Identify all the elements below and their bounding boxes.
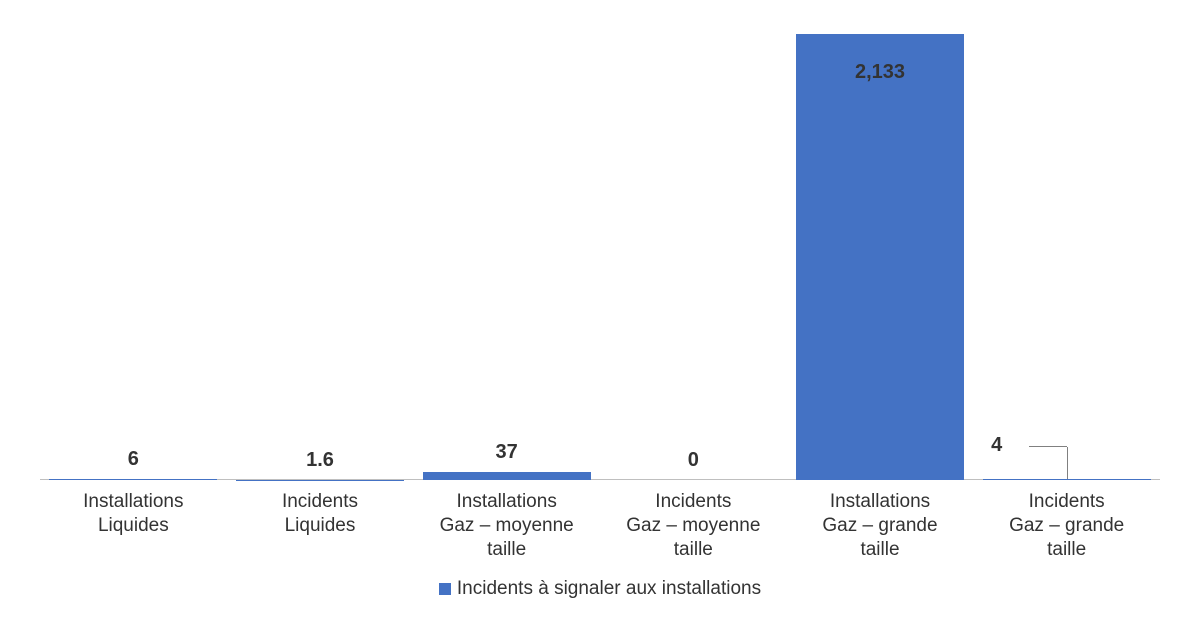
category-label: IncidentsLiquides xyxy=(227,490,414,538)
category-label: IncidentsGaz – moyennetaille xyxy=(600,490,787,561)
value-label: 1.6 xyxy=(227,449,414,472)
bar xyxy=(49,479,217,480)
category-label: IncidentsGaz – grandetaille xyxy=(973,490,1160,561)
value-label: 6 xyxy=(40,448,227,471)
value-label: 0 xyxy=(600,449,787,472)
x-axis-labels: InstallationsLiquidesIncidentsLiquidesIn… xyxy=(40,490,1160,570)
category-label: InstallationsGaz – moyennetaille xyxy=(413,490,600,561)
value-label: 4 xyxy=(967,434,1027,457)
category-label: InstallationsGaz – grandetaille xyxy=(787,490,974,561)
plot-area: 61.6370 2,133 4 xyxy=(40,20,1160,480)
legend-label: Incidents à signaler aux installations xyxy=(457,578,761,600)
value-label: 37 xyxy=(413,441,600,464)
legend-swatch xyxy=(439,583,451,595)
legend: Incidents à signaler aux installations xyxy=(0,578,1200,600)
value-label: 2,133 xyxy=(787,61,974,84)
callout-line xyxy=(1029,446,1067,447)
bar xyxy=(423,472,591,480)
bar xyxy=(983,479,1151,480)
chart-container: 61.63702,1334 InstallationsLiquidesIncid… xyxy=(0,0,1200,617)
category-label: InstallationsLiquides xyxy=(40,490,227,538)
bar xyxy=(796,34,964,480)
callout-line xyxy=(1067,447,1068,479)
